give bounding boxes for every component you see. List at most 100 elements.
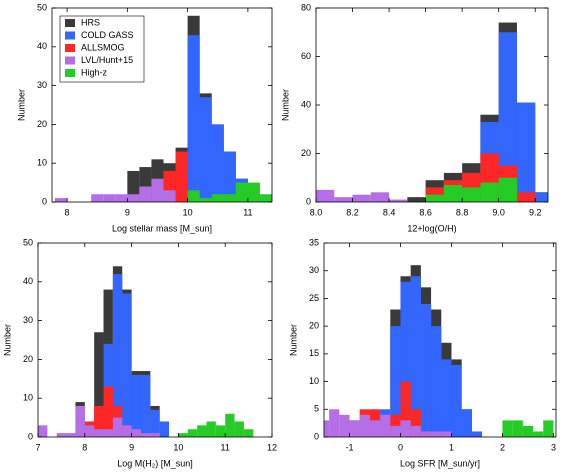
y-tick-label: 35	[309, 237, 319, 247]
bar	[197, 425, 207, 437]
bar	[199, 198, 212, 202]
bar	[187, 190, 200, 202]
x-axis-label: Log stellar mass [M_sun]	[112, 223, 212, 233]
y-tick-label: 20	[23, 354, 33, 364]
bar	[55, 198, 68, 202]
bar	[431, 326, 442, 437]
bar	[103, 386, 113, 437]
bar	[56, 433, 67, 437]
y-tick-label: 10	[23, 393, 33, 403]
bar	[461, 409, 472, 437]
bar	[103, 429, 113, 437]
legend: HRS COLD GASS ALLSMOG LVL/Hunt+15 High-z	[59, 15, 145, 83]
bar	[140, 374, 151, 437]
bar	[441, 359, 452, 437]
y-tick-label: 15	[309, 348, 319, 358]
y-tick-label: 50	[23, 237, 33, 247]
plot-frame	[323, 242, 557, 438]
plot-frame	[37, 242, 273, 438]
bar	[316, 189, 335, 202]
panel: 7 8 9 10 11 12 0 10 20 30 40 50 Log M(H₂) [M_sun] Num…	[2, 237, 277, 468]
y-tick-label: 10	[37, 158, 47, 168]
x-tick-label: 9	[125, 207, 130, 217]
bar	[533, 431, 544, 437]
bar	[480, 182, 499, 202]
bar	[498, 32, 517, 202]
y-tick-label: 30	[37, 80, 47, 90]
legend-label: HRS	[81, 17, 100, 27]
bar	[369, 420, 381, 437]
bar	[349, 420, 360, 437]
bar	[150, 409, 160, 437]
bar	[425, 194, 444, 202]
x-tick-label: 11	[243, 207, 252, 217]
x-tick-label: 8.2	[346, 207, 359, 217]
y-axis-label: Number	[288, 324, 298, 356]
legend-swatch	[65, 56, 75, 65]
bar	[516, 102, 536, 202]
bar	[140, 433, 151, 437]
x-tick-label: 8.6	[419, 207, 432, 217]
bar	[187, 429, 198, 437]
bar	[215, 425, 226, 437]
bar	[151, 178, 164, 202]
bar	[462, 187, 481, 202]
plot-frame	[51, 7, 273, 203]
bar	[131, 429, 141, 437]
y-tick-label: 30	[23, 315, 33, 325]
x-tick-label: 9	[129, 442, 134, 452]
y-tick-label: 0	[28, 431, 33, 441]
bar	[443, 185, 463, 202]
bar	[94, 429, 104, 437]
bar	[139, 186, 152, 202]
bar	[522, 425, 534, 437]
bar	[380, 414, 391, 437]
x-tick-label: 3	[551, 442, 556, 452]
bar	[38, 425, 48, 437]
bar	[420, 431, 432, 437]
bar	[103, 194, 116, 202]
bar	[122, 293, 132, 437]
bar	[94, 405, 104, 437]
bar	[334, 197, 353, 202]
bar	[225, 413, 235, 437]
bar	[84, 425, 95, 437]
legend-label: LVL/Hunt+15	[81, 55, 133, 65]
x-axis-label: 12+log(O/H)	[407, 223, 456, 233]
bar	[420, 303, 432, 437]
bar	[211, 194, 224, 202]
bar	[75, 405, 85, 437]
bar	[324, 420, 330, 437]
bar	[400, 281, 411, 437]
x-tick-label: 0	[398, 442, 403, 452]
x-tick-label: 10	[173, 442, 183, 452]
bars	[324, 265, 554, 437]
y-tick-label: 0	[42, 196, 47, 206]
bar	[206, 421, 216, 437]
y-axis-label: Number	[16, 89, 26, 121]
bar	[112, 274, 123, 437]
bar	[234, 421, 244, 437]
bar	[91, 194, 104, 202]
bars	[38, 266, 254, 437]
bar	[431, 431, 442, 437]
bar	[235, 182, 248, 202]
bar	[94, 332, 104, 437]
bar	[535, 192, 548, 202]
bar	[329, 409, 340, 437]
bar	[400, 420, 411, 437]
bar	[389, 199, 408, 202]
bar	[159, 421, 170, 437]
bar	[390, 326, 401, 437]
bar	[498, 177, 517, 202]
x-tick-label: 8	[65, 207, 70, 217]
bar	[543, 420, 554, 437]
bar	[451, 364, 462, 437]
bar	[390, 425, 401, 437]
x-tick-label: 1	[449, 442, 454, 452]
x-tick-label: -1	[345, 442, 353, 452]
panel: 8.0 8.2 8.4 8.6 8.8 9.0 9.2 0 20 40 60 80 12+log(O/H…	[280, 2, 549, 233]
bar	[163, 190, 176, 202]
bar	[187, 35, 200, 202]
